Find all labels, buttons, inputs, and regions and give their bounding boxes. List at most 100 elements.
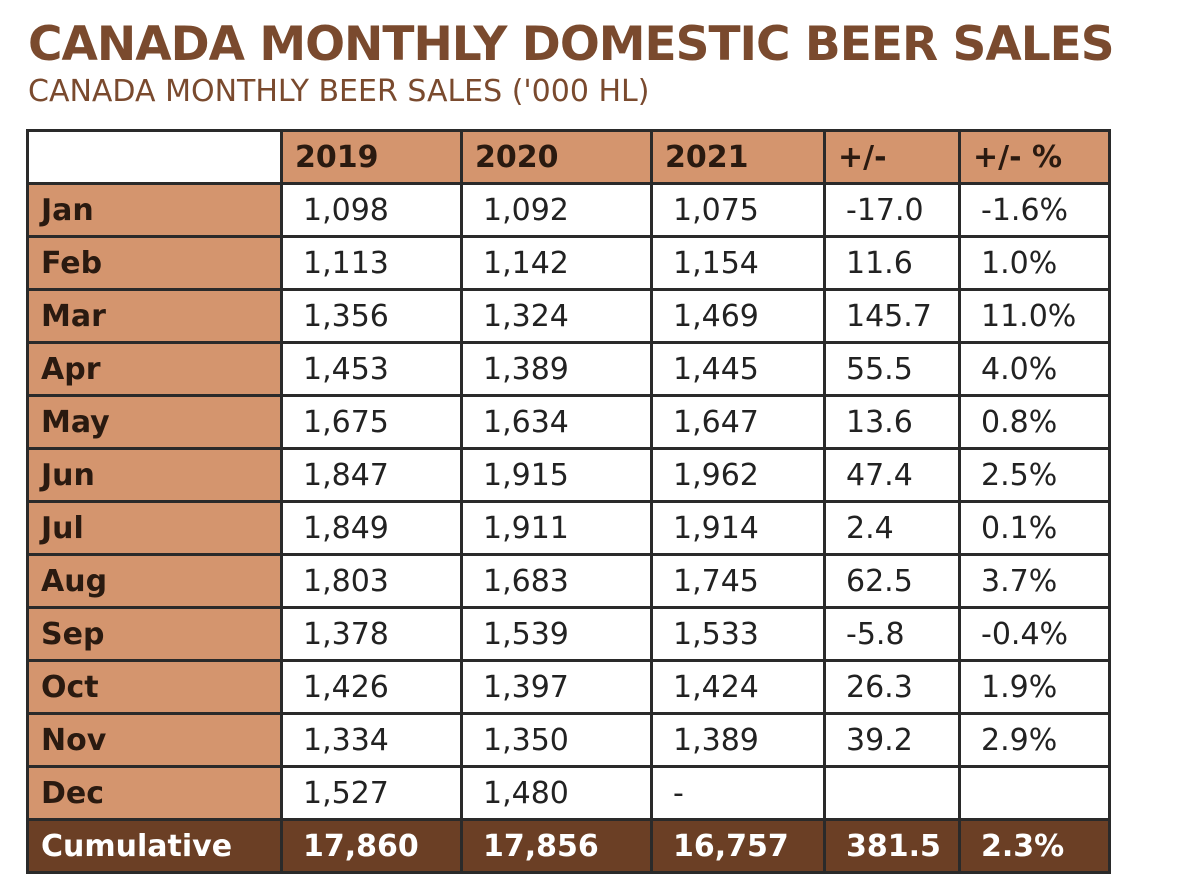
- cell-2019: 1,849: [280, 500, 463, 556]
- cell-2020: 1,142: [460, 235, 653, 291]
- table-row: Dec 1,527 1,480-: [26, 765, 1111, 821]
- table-total-row: Cumulative 17,860 17,856 16,757 381.5 2.3%: [26, 818, 1111, 874]
- column-header-change: +/-: [823, 129, 961, 185]
- cell-2019: 1,426: [280, 659, 463, 715]
- cell-change: 62.5: [823, 553, 961, 609]
- cell-change-pct: 2.5%: [958, 447, 1111, 503]
- column-header-change-pct: +/- %: [958, 129, 1111, 185]
- row-label-month: Dec: [26, 765, 283, 821]
- cell-2020: 1,634: [460, 394, 653, 450]
- table-row: Jun 1,847 1,915 1,962 47.4 2.5%: [26, 447, 1111, 503]
- cell-2021: 1,389: [650, 712, 826, 768]
- cell-2019: 1,675: [280, 394, 463, 450]
- table-row: May 1,675 1,634 1,647 13.6 0.8%: [26, 394, 1111, 450]
- cell-change-pct: -1.6%: [958, 182, 1111, 238]
- cell-2021: -: [650, 765, 826, 821]
- cell-change: 39.2: [823, 712, 961, 768]
- cell-change-pct: 2.9%: [958, 712, 1111, 768]
- cell-change-pct: 0.1%: [958, 500, 1111, 556]
- cell-change: 47.4: [823, 447, 961, 503]
- cell-2020: 1,911: [460, 500, 653, 556]
- column-header-2021: 2021: [650, 129, 826, 185]
- cell-2021: 1,962: [650, 447, 826, 503]
- row-label-month: May: [26, 394, 283, 450]
- cell-change: 26.3: [823, 659, 961, 715]
- table-row: Sep 1,378 1,539 1,533 -5.8 -0.4%: [26, 606, 1111, 662]
- page-subtitle: CANADA MONTHLY BEER SALES ('000 HL): [28, 74, 650, 109]
- row-label-month: Nov: [26, 712, 283, 768]
- cell-change: 55.5: [823, 341, 961, 397]
- row-label-month: Sep: [26, 606, 283, 662]
- cell-2019: 1,527: [280, 765, 463, 821]
- cell-2020: 1,092: [460, 182, 653, 238]
- table-row: Mar 1,356 1,324 1,469 145.7 11.0%: [26, 288, 1111, 344]
- cell-change: 145.7: [823, 288, 961, 344]
- row-label-month: Jun: [26, 447, 283, 503]
- page-title: CANADA MONTHLY DOMESTIC BEER SALES: [28, 17, 1115, 72]
- cell-2020: 1,915: [460, 447, 653, 503]
- total-2020: 17,856: [460, 818, 653, 874]
- cell-2019: 1,334: [280, 712, 463, 768]
- column-header-2019: 2019: [280, 129, 463, 185]
- table-row: Apr 1,453 1,389 1,445 55.5 4.0%: [26, 341, 1111, 397]
- cell-2019: 1,098: [280, 182, 463, 238]
- cell-2021: 1,533: [650, 606, 826, 662]
- cell-2021: 1,154: [650, 235, 826, 291]
- header-corner-cell: [26, 129, 283, 185]
- beer-sales-table: 2019 2020 2021 +/- +/- % Jan 1,098 1,092 1,075-…: [26, 129, 1111, 874]
- row-label-month: Oct: [26, 659, 283, 715]
- table-row: Jul 1,849 1,911 1,914 2.4 0.1%: [26, 500, 1111, 556]
- cell-2021: 1,647: [650, 394, 826, 450]
- total-change: 381.5: [823, 818, 961, 874]
- cell-change-pct: 1.9%: [958, 659, 1111, 715]
- cell-2020: 1,539: [460, 606, 653, 662]
- cell-change-pct: -0.4%: [958, 606, 1111, 662]
- cell-2019: 1,847: [280, 447, 463, 503]
- cell-2021: 1,075: [650, 182, 826, 238]
- row-label-month: Jan: [26, 182, 283, 238]
- column-header-2020: 2020: [460, 129, 653, 185]
- table-header-row: 2019 2020 2021 +/- +/- %: [26, 129, 1111, 185]
- cell-2021: 1,914: [650, 500, 826, 556]
- cell-2019: 1,113: [280, 235, 463, 291]
- cell-change-pct: 1.0%: [958, 235, 1111, 291]
- cell-change-pct: 3.7%: [958, 553, 1111, 609]
- total-row-label: Cumulative: [26, 818, 283, 874]
- cell-2020: 1,480: [460, 765, 653, 821]
- cell-change-pct: 11.0%: [958, 288, 1111, 344]
- cell-2019: 1,453: [280, 341, 463, 397]
- cell-2020: 1,324: [460, 288, 653, 344]
- table-body: Jan 1,098 1,092 1,075 -17.0 -1.6% Feb 1,113 1,14…: [26, 182, 1111, 821]
- cell-2021: 1,424: [650, 659, 826, 715]
- cell-2020: 1,350: [460, 712, 653, 768]
- cell-2020: 1,683: [460, 553, 653, 609]
- table-row: Feb 1,113 1,142 1,154 11.6 1.0%: [26, 235, 1111, 291]
- total-2021: 16,757: [650, 818, 826, 874]
- cell-change-pct: [958, 765, 1111, 821]
- cell-change: [823, 765, 961, 821]
- row-label-month: Feb: [26, 235, 283, 291]
- total-change-pct: 2.3%: [958, 818, 1111, 874]
- cell-2020: 1,397: [460, 659, 653, 715]
- row-label-month: Aug: [26, 553, 283, 609]
- cell-change: 11.6: [823, 235, 961, 291]
- cell-2021: 1,445: [650, 341, 826, 397]
- table-row: Nov 1,334 1,350 1,389 39.2 2.9%: [26, 712, 1111, 768]
- cell-2020: 1,389: [460, 341, 653, 397]
- table-row: Oct 1,426 1,397 1,424 26.3 1.9%: [26, 659, 1111, 715]
- row-label-month: Mar: [26, 288, 283, 344]
- row-label-month: Apr: [26, 341, 283, 397]
- total-2019: 17,860: [280, 818, 463, 874]
- table-row: Jan 1,098 1,092 1,075 -17.0 -1.6%: [26, 182, 1111, 238]
- row-label-month: Jul: [26, 500, 283, 556]
- table-row: Aug 1,803 1,683 1,745 62.5 3.7%: [26, 553, 1111, 609]
- cell-2021: 1,469: [650, 288, 826, 344]
- cell-2021: 1,745: [650, 553, 826, 609]
- cell-2019: 1,356: [280, 288, 463, 344]
- cell-2019: 1,378: [280, 606, 463, 662]
- cell-change: -17.0: [823, 182, 961, 238]
- cell-change: 2.4: [823, 500, 961, 556]
- cell-change: -5.8: [823, 606, 961, 662]
- cell-2019: 1,803: [280, 553, 463, 609]
- cell-change: 13.6: [823, 394, 961, 450]
